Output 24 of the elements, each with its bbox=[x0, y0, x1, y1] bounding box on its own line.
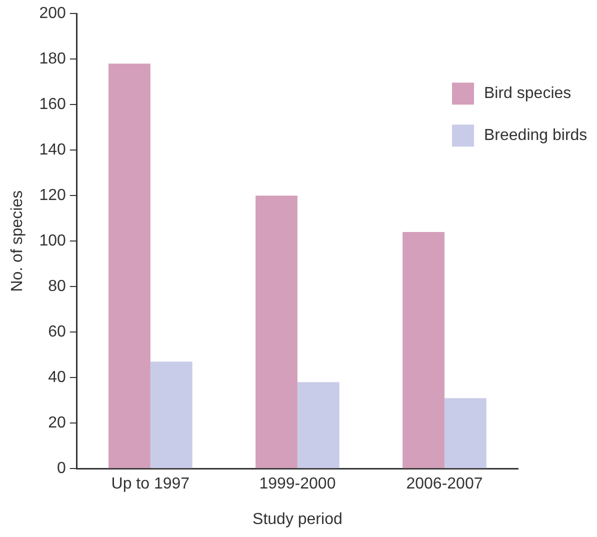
y-tick-label: 120 bbox=[39, 187, 66, 204]
legend-label: Breeding birds bbox=[484, 127, 588, 144]
x-tick-label: 1999-2000 bbox=[259, 476, 336, 493]
bar bbox=[256, 196, 298, 468]
bar bbox=[150, 362, 192, 468]
legend-label: Bird species bbox=[484, 85, 572, 102]
x-tick-label: 2006-2007 bbox=[406, 476, 483, 493]
x-tick-label: Up to 1997 bbox=[111, 476, 190, 493]
y-tick-label: 60 bbox=[48, 324, 66, 341]
x-axis-title: Study period bbox=[252, 510, 342, 528]
y-tick-label: 180 bbox=[39, 50, 66, 68]
y-tick-label: 20 bbox=[48, 414, 66, 432]
y-tick-label: 40 bbox=[48, 369, 66, 386]
bar bbox=[297, 382, 340, 468]
y-tick-label: 0 bbox=[56, 460, 66, 478]
y-axis-title: No. of species bbox=[9, 190, 26, 292]
y-tick-label: 160 bbox=[39, 96, 66, 114]
y-tick-label: 100 bbox=[39, 232, 66, 250]
bar bbox=[402, 232, 444, 468]
y-tick-label: 200 bbox=[39, 5, 66, 22]
y-tick-label: 80 bbox=[48, 278, 66, 296]
bar bbox=[108, 64, 150, 468]
bar bbox=[444, 398, 486, 468]
y-tick-label: 140 bbox=[39, 142, 66, 159]
